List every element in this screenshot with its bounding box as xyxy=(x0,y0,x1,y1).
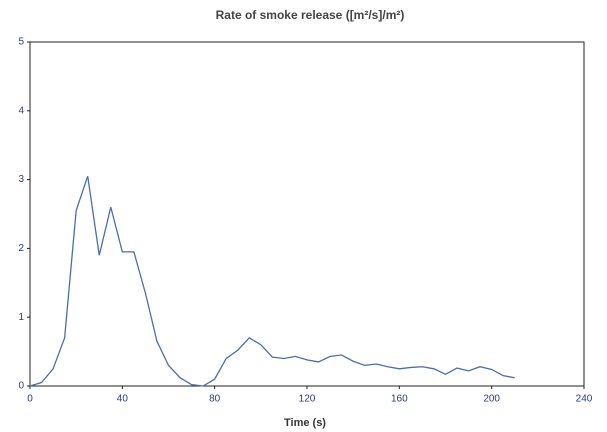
y-tick-label: 4 xyxy=(18,105,24,116)
x-tick-label: 0 xyxy=(27,394,33,405)
y-tick-label: 1 xyxy=(18,312,24,323)
x-tick-label: 160 xyxy=(391,394,408,405)
y-tick-label: 2 xyxy=(18,243,24,254)
data-line xyxy=(29,175,515,387)
y-tick-label: 0 xyxy=(18,381,24,392)
x-tick-label: 80 xyxy=(209,394,221,405)
chart-title: Rate of smoke release ([m²/s]/m²) xyxy=(216,8,405,22)
x-axis-label: Time (s) xyxy=(284,417,326,429)
y-tick-label: 5 xyxy=(18,37,24,48)
x-tick-label: 120 xyxy=(299,394,316,405)
x-tick-label: 40 xyxy=(117,394,129,405)
x-tick-label: 200 xyxy=(483,394,500,405)
y-tick-label: 3 xyxy=(18,174,24,185)
x-tick-label: 240 xyxy=(576,394,593,405)
